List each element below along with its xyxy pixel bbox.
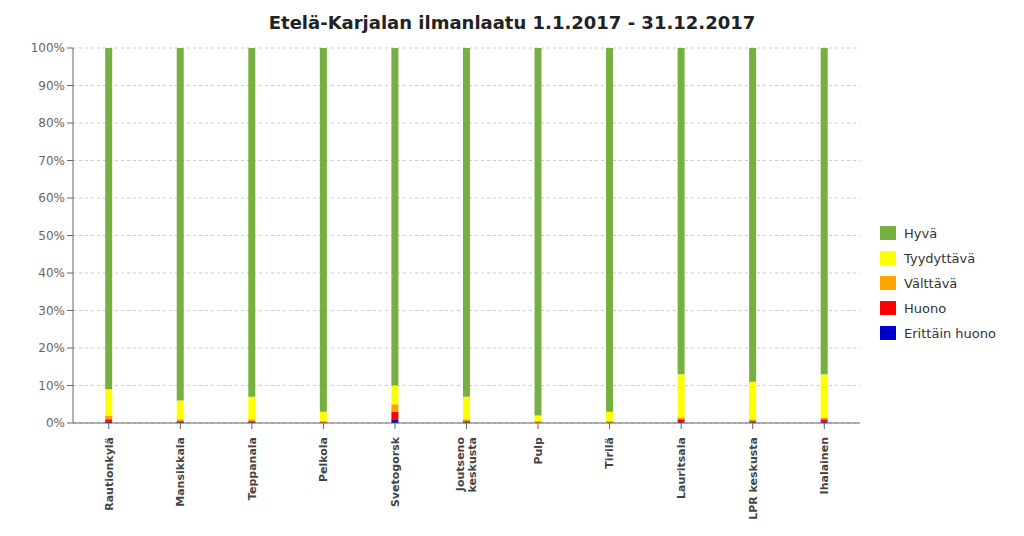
svg-text:LPR keskusta: LPR keskusta: [747, 437, 760, 520]
svg-text:40%: 40%: [38, 266, 65, 280]
html-text:Hyvä: Hyvä: [904, 225, 938, 241]
svg-text:Lauritsala: Lauritsala: [675, 437, 688, 499]
svg-text:80%: 80%: [38, 116, 65, 130]
svg-text:Pelkola: Pelkola: [317, 437, 330, 482]
svg-text:Mansikkala: Mansikkala: [174, 437, 187, 507]
svg-text:Teppanala: Teppanala: [246, 437, 259, 500]
html-text:Erittäin huono: Erittäin huono: [904, 325, 996, 341]
html-text:Huono: Huono: [904, 300, 947, 316]
svg-text:10%: 10%: [38, 379, 65, 393]
svg-text:Joutsenokeskusta: Joutsenokeskusta: [454, 437, 479, 493]
svg-text:Rautionkylä: Rautionkylä: [103, 437, 116, 511]
svg-text:20%: 20%: [38, 341, 65, 355]
svg-text:90%: 90%: [38, 79, 65, 93]
svg-text:Svetogorsk: Svetogorsk: [389, 436, 402, 507]
html-text:Tyydyttävä: Tyydyttävä: [904, 250, 976, 266]
svg-text:Tirilä: Tirilä: [603, 437, 616, 469]
svg-text:100%: 100%: [31, 41, 65, 55]
html-text:Etelä-Karjalan ilmanlaatu 1.1.: Etelä-Karjalan ilmanlaatu 1.1.2017 - 31.…: [268, 12, 756, 33]
svg-text:0%: 0%: [46, 416, 65, 430]
svg-text:Ihalainen: Ihalainen: [818, 437, 831, 494]
svg-text:70%: 70%: [38, 154, 65, 168]
html-text:Välttävä: Välttävä: [904, 275, 958, 291]
svg-text:60%: 60%: [38, 191, 65, 205]
svg-text:Pulp: Pulp: [532, 437, 545, 465]
svg-text:50%: 50%: [38, 229, 65, 243]
svg-text:30%: 30%: [38, 304, 65, 318]
